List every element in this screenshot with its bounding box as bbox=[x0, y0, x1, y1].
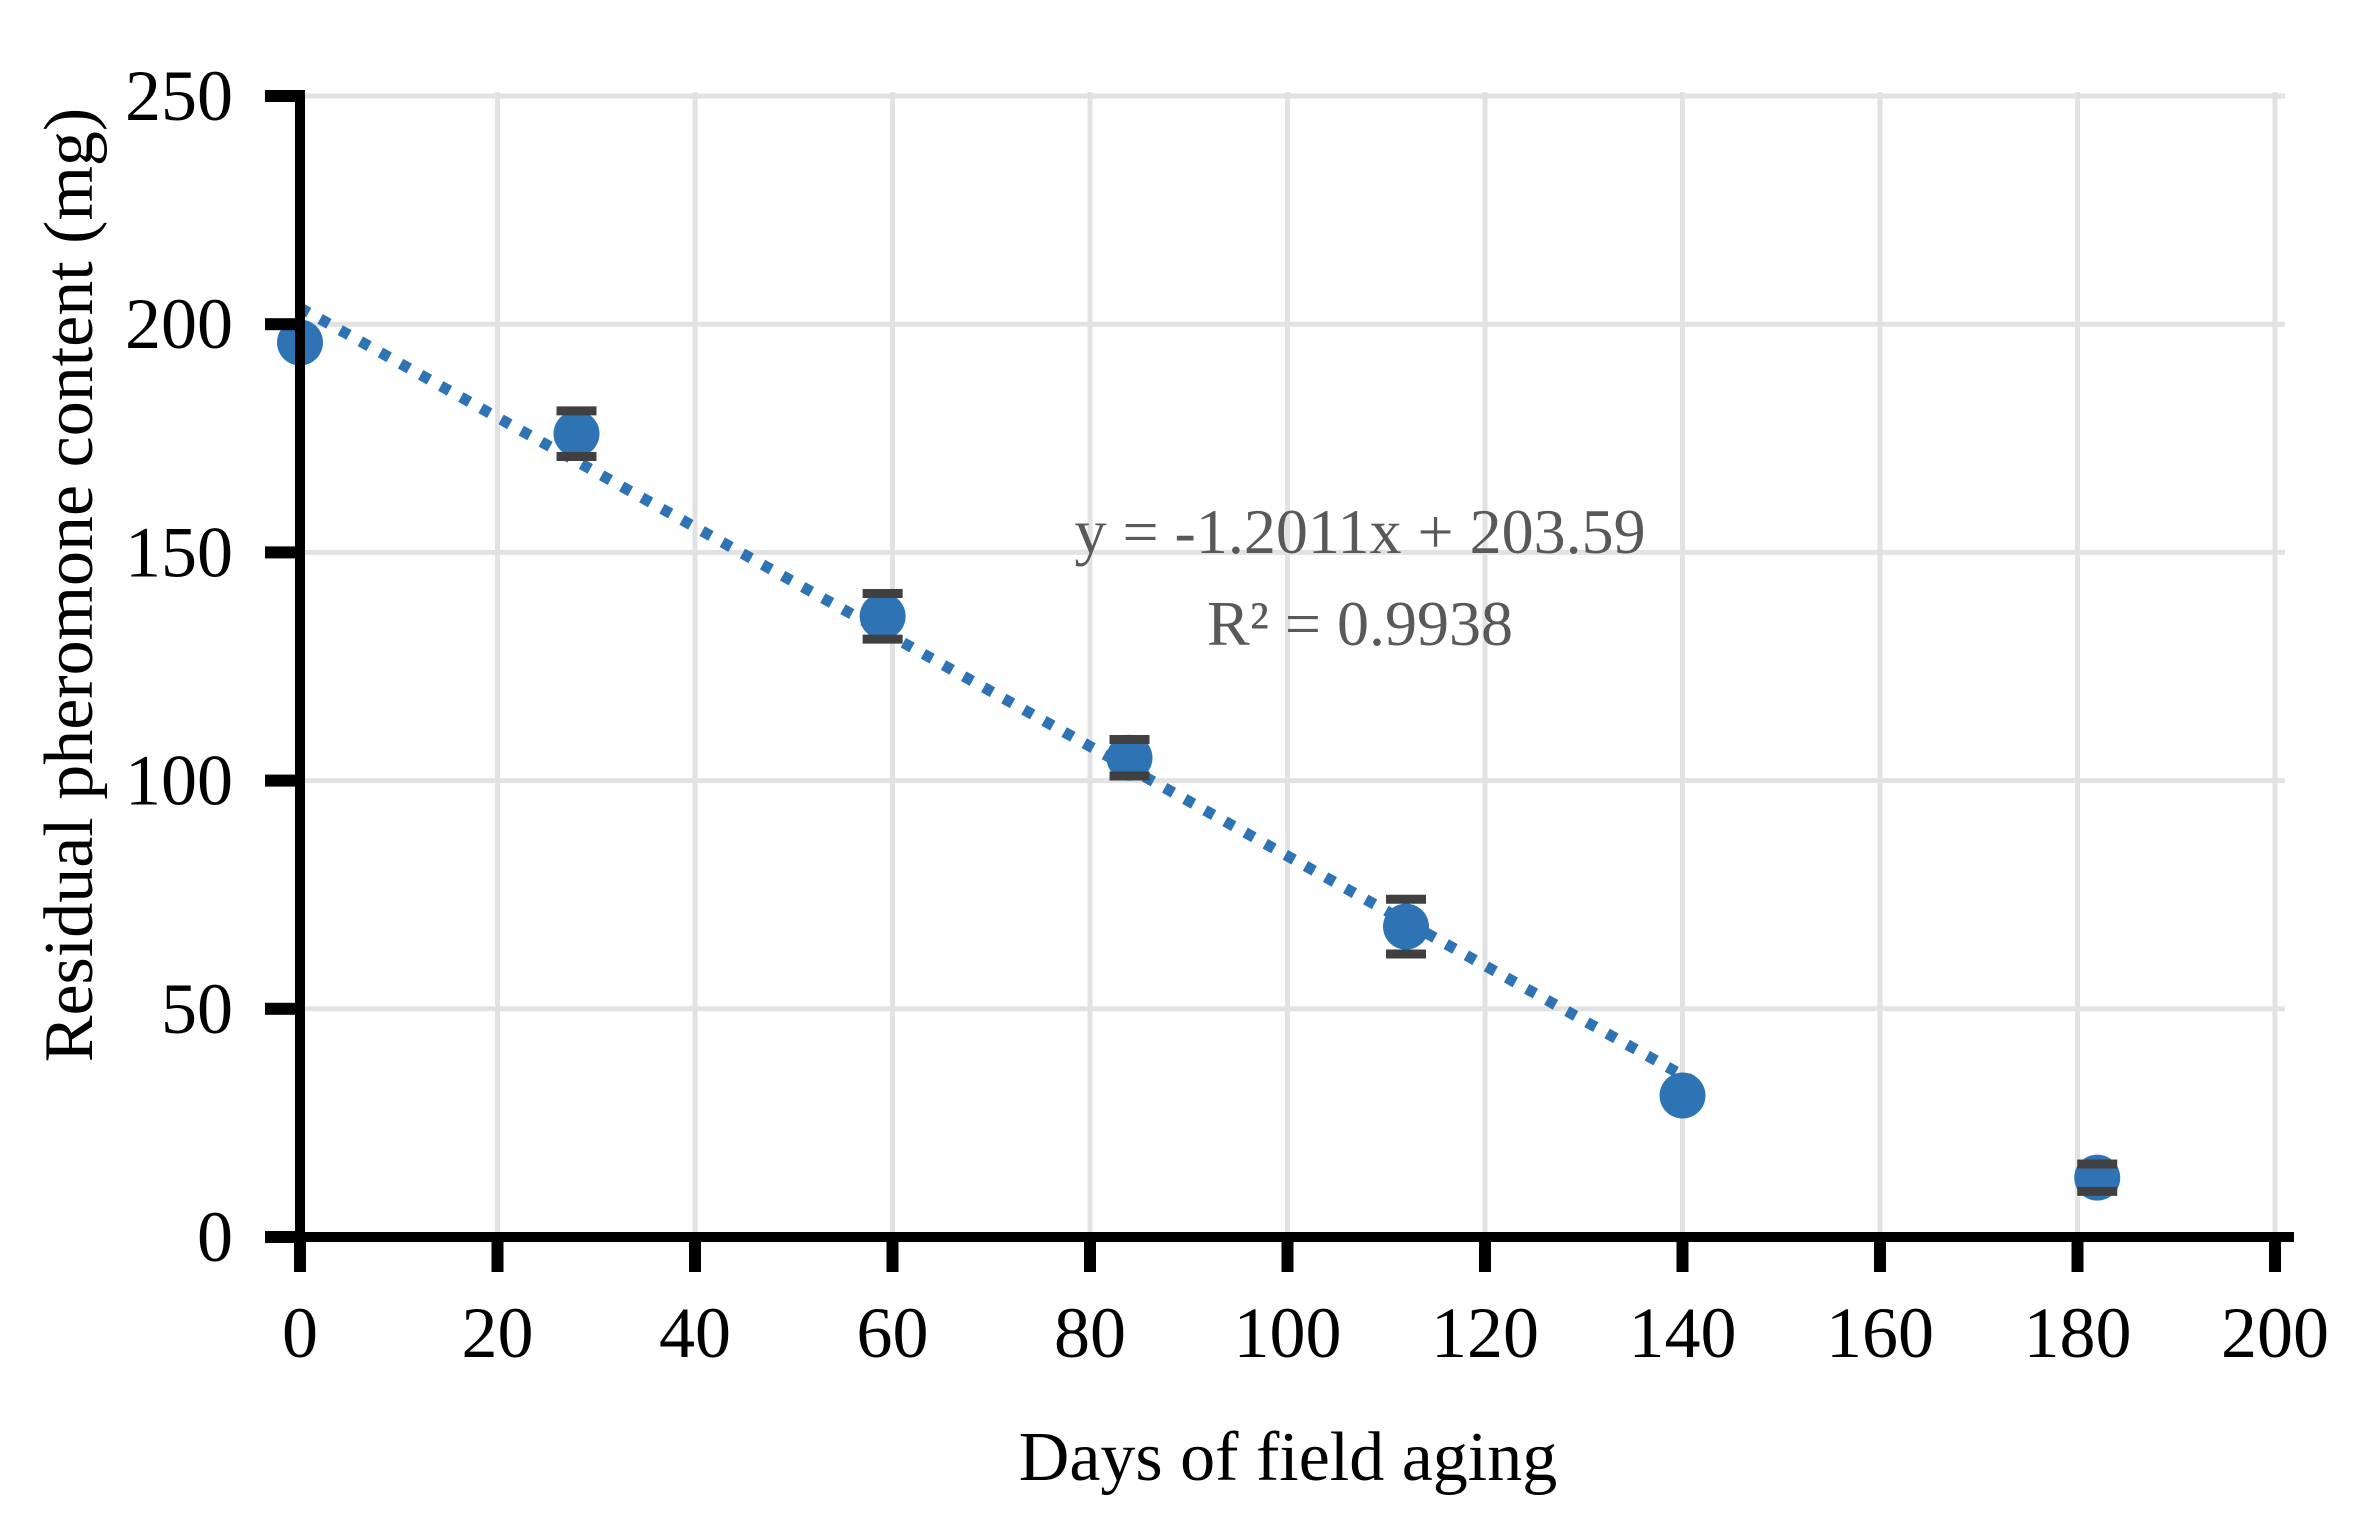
x-tick-label: 40 bbox=[659, 1293, 731, 1373]
data-point bbox=[553, 410, 600, 457]
x-tick bbox=[2269, 1242, 2281, 1272]
x-tick-label: 100 bbox=[1234, 1293, 1342, 1373]
x-tick bbox=[2071, 1242, 2084, 1272]
r-squared-line: R² = 0.9938 bbox=[1207, 588, 1513, 659]
x-tick bbox=[886, 1242, 899, 1272]
y-tick-label: 200 bbox=[125, 284, 233, 364]
x-tick bbox=[1676, 1242, 1689, 1272]
y-axis-title: Residual pheromone content (mg) bbox=[31, 107, 108, 1063]
y-tick-label: 100 bbox=[125, 741, 233, 821]
data-point bbox=[1659, 1072, 1706, 1119]
x-tick bbox=[689, 1242, 701, 1272]
data-point bbox=[1106, 734, 1153, 781]
data-point bbox=[859, 593, 906, 640]
x-tick-label: 80 bbox=[1054, 1293, 1126, 1373]
y-tick-label: 50 bbox=[161, 969, 233, 1049]
x-tick-label: 180 bbox=[2024, 1293, 2132, 1373]
x-tick bbox=[1874, 1242, 1886, 1272]
y-tick bbox=[265, 1231, 295, 1243]
x-tick bbox=[1479, 1242, 1491, 1272]
x-tick-label: 0 bbox=[282, 1293, 318, 1373]
x-tick-label: 140 bbox=[1629, 1293, 1737, 1373]
x-tick bbox=[294, 1242, 306, 1272]
x-tick-label: 60 bbox=[857, 1293, 929, 1373]
data-point bbox=[1383, 903, 1429, 950]
y-tick bbox=[265, 318, 295, 331]
y-tick bbox=[265, 546, 295, 559]
y-tick-label: 150 bbox=[125, 512, 233, 592]
equation-line: y = -1.2011x + 203.59 bbox=[1074, 496, 1646, 567]
x-axis-line bbox=[295, 1232, 2294, 1242]
y-tick bbox=[265, 90, 295, 102]
x-tick-label: 160 bbox=[1826, 1293, 1934, 1373]
x-tick-label: 200 bbox=[2221, 1293, 2329, 1373]
y-tick-label: 0 bbox=[197, 1197, 233, 1277]
y-tick bbox=[265, 774, 295, 787]
trendline-annotation: y = -1.2011x + 203.59 R² = 0.9938 bbox=[1074, 486, 1645, 670]
y-tick bbox=[265, 1002, 295, 1015]
x-axis-title: Days of field aging bbox=[1018, 1419, 1558, 1496]
x-tick-label: 120 bbox=[1431, 1293, 1539, 1373]
y-axis-line bbox=[295, 90, 305, 1242]
y-tick-label: 250 bbox=[125, 56, 233, 136]
x-tick bbox=[491, 1242, 504, 1272]
x-tick bbox=[1084, 1242, 1096, 1272]
x-tick-label: 20 bbox=[462, 1293, 534, 1373]
x-tick bbox=[1281, 1242, 1294, 1272]
